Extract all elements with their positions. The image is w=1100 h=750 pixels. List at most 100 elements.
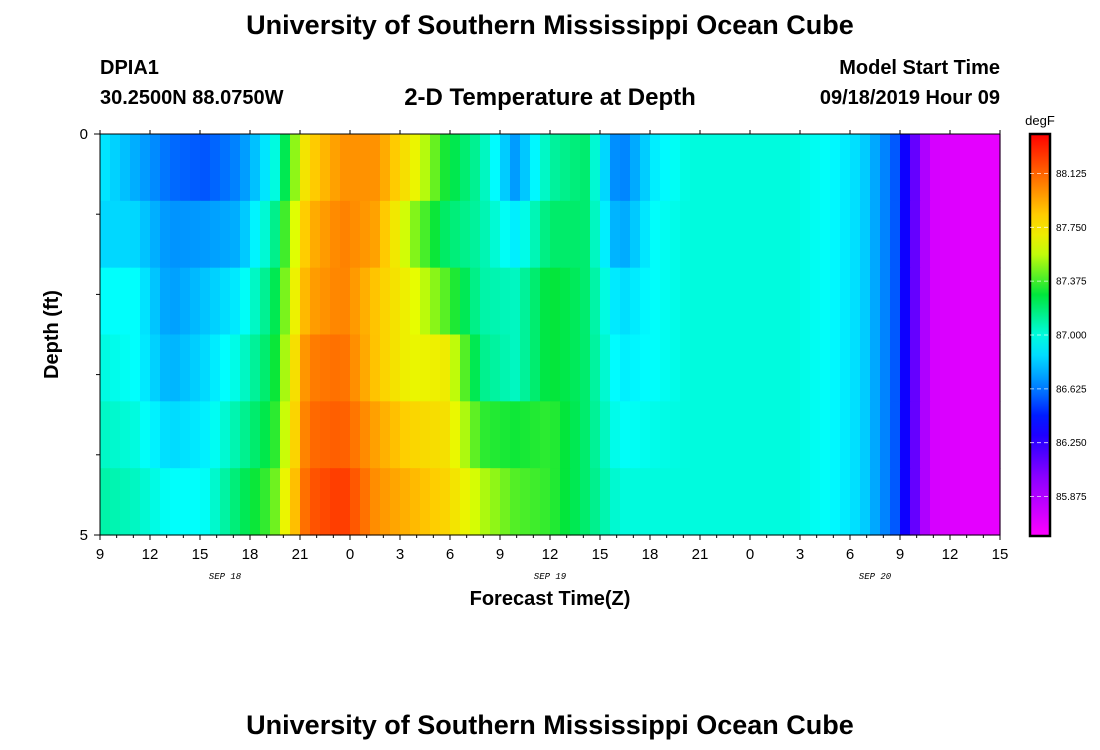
- heatmap-cell: [920, 200, 931, 269]
- heatmap-cell: [750, 134, 761, 202]
- heatmap-cell: [570, 468, 581, 536]
- heatmap-cell: [690, 468, 701, 536]
- heatmap-cell: [370, 267, 381, 336]
- heatmap-cell: [850, 200, 861, 269]
- heatmap-cell: [530, 200, 541, 269]
- heatmap-cell: [500, 267, 511, 336]
- heatmap-cell: [460, 200, 471, 269]
- heatmap-cell: [580, 334, 591, 402]
- heatmap-cell: [330, 267, 341, 336]
- x-tick-label: 21: [692, 546, 709, 563]
- heatmap-cell: [110, 468, 121, 536]
- heatmap-cell: [930, 401, 941, 469]
- heatmap-cell: [720, 200, 731, 269]
- heatmap-cell: [460, 267, 471, 336]
- heatmap-cell: [120, 200, 131, 269]
- heatmap-cell: [470, 200, 481, 269]
- heatmap-cell: [250, 200, 261, 269]
- heatmap-cell: [410, 267, 421, 336]
- heatmap-cell: [820, 134, 831, 202]
- heatmap-cell: [680, 401, 691, 469]
- heatmap-cell: [600, 334, 611, 402]
- heatmap-cell: [590, 468, 601, 536]
- heatmap-cell: [630, 134, 641, 202]
- heatmap-cell: [180, 134, 191, 202]
- heatmap-cell: [340, 134, 351, 202]
- heatmap-cell: [180, 200, 191, 269]
- heatmap-cell: [380, 200, 391, 269]
- heatmap-cell: [850, 267, 861, 336]
- heatmap-cell: [650, 200, 661, 269]
- heatmap-cell: [510, 200, 521, 269]
- heatmap-cell: [620, 200, 631, 269]
- heatmap-cell: [160, 134, 171, 202]
- heatmap-cell: [650, 468, 661, 536]
- heatmap-cell: [430, 401, 441, 469]
- heatmap-cell: [820, 401, 831, 469]
- heatmap-cell: [710, 267, 721, 336]
- heatmap-cell: [360, 468, 371, 536]
- heatmap-cell: [130, 134, 141, 202]
- heatmap-cell: [140, 468, 151, 536]
- heatmap-cell: [260, 468, 271, 536]
- heatmap-cell: [520, 334, 531, 402]
- heatmap-cell: [100, 134, 111, 202]
- heatmap-cell: [120, 334, 131, 402]
- heatmap-cell: [350, 334, 361, 402]
- heatmap-cell: [240, 401, 251, 469]
- x-tick-label: 9: [96, 546, 104, 563]
- heatmap-cell: [410, 134, 421, 202]
- heatmap-cell: [680, 468, 691, 536]
- heatmap-cell: [800, 200, 811, 269]
- heatmap-cell: [980, 468, 991, 536]
- heatmap-cell: [490, 468, 501, 536]
- heatmap-cell: [440, 334, 451, 402]
- heatmap-cell: [920, 334, 931, 402]
- heatmap-cell: [630, 468, 641, 536]
- heatmap-cell: [200, 334, 211, 402]
- heatmap-cell: [290, 267, 301, 336]
- heatmap-cell: [150, 134, 161, 202]
- heatmap-cell: [740, 334, 751, 402]
- heatmap-cell: [280, 200, 291, 269]
- heatmap-cell: [380, 401, 391, 469]
- heatmap-cell: [860, 267, 871, 336]
- heatmap-cell: [550, 468, 561, 536]
- heatmap-cell: [320, 468, 331, 536]
- colorbar-unit: degF: [1025, 113, 1055, 128]
- heatmap-cell: [160, 468, 171, 536]
- heatmap-cell: [170, 334, 181, 402]
- heatmap-cell: [750, 267, 761, 336]
- heatmap-cell: [110, 134, 121, 202]
- heatmap-cell: [300, 334, 311, 402]
- heatmap-cell: [770, 134, 781, 202]
- heatmap-cell: [610, 267, 621, 336]
- heatmap-cell: [500, 468, 511, 536]
- heatmap-cell: [910, 134, 921, 202]
- heatmap-cell: [750, 200, 761, 269]
- heatmap-cell: [190, 267, 201, 336]
- heatmap-cell: [770, 200, 781, 269]
- heatmap-cell: [820, 200, 831, 269]
- heatmap-cell: [120, 267, 131, 336]
- x-tick-label: 12: [942, 546, 959, 563]
- heatmap-cell: [560, 134, 571, 202]
- heatmap-cell: [930, 134, 941, 202]
- heatmap-cell: [720, 134, 731, 202]
- heatmap-cell: [890, 200, 901, 269]
- heatmap-cell: [120, 468, 131, 536]
- heatmap-cell: [900, 200, 911, 269]
- heatmap-cell: [240, 267, 251, 336]
- heatmap-cell: [610, 401, 621, 469]
- heatmap-cell: [420, 401, 431, 469]
- heatmap-cell: [640, 200, 651, 269]
- heatmap-cell: [700, 267, 711, 336]
- heatmap-cell: [390, 401, 401, 469]
- heatmap-cell: [670, 334, 681, 402]
- heatmap-cell: [400, 267, 411, 336]
- heatmap-cell: [610, 468, 621, 536]
- heatmap-cell: [290, 134, 301, 202]
- heatmap-cell: [310, 200, 321, 269]
- heatmap-cell: [630, 401, 641, 469]
- heatmap-cell: [490, 134, 501, 202]
